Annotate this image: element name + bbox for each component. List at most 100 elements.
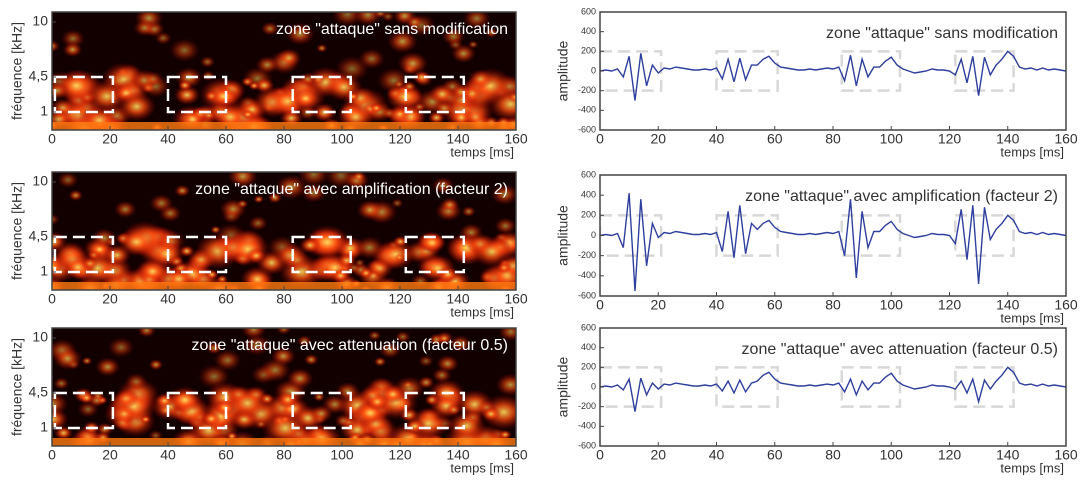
heat-texture	[286, 368, 314, 389]
heat-texture	[248, 215, 268, 231]
heat-texture	[397, 51, 428, 76]
y-tick-label: -400	[578, 270, 596, 280]
zone-box	[291, 235, 352, 274]
x-tick-label: 120	[388, 291, 412, 307]
zone-box	[715, 366, 779, 408]
heat-texture	[461, 206, 476, 218]
heat-texture	[508, 91, 516, 103]
x-axis-label: temps [ms]	[450, 304, 514, 319]
y-axis-label: amplitude	[555, 356, 571, 417]
heat-texture	[313, 392, 325, 402]
heat-texture	[481, 406, 501, 422]
plot-content	[600, 193, 1066, 292]
zone-box	[291, 75, 352, 114]
heat-texture	[354, 236, 385, 260]
plot-content	[52, 328, 516, 446]
zone-box	[840, 366, 902, 408]
y-axis-label: fréquence [kHz]	[9, 338, 25, 436]
heat-texture	[446, 403, 462, 416]
zone-box	[840, 214, 902, 257]
plot-content	[52, 12, 516, 130]
zone-box	[404, 391, 466, 430]
zone-box	[954, 366, 1015, 408]
heat-texture	[246, 247, 267, 264]
zone-box	[715, 50, 779, 92]
y-tick-label: 10	[32, 329, 48, 345]
x-tick-label: 60	[767, 447, 783, 463]
x-tick-label: 0	[596, 447, 604, 463]
heat-texture	[352, 172, 366, 182]
heat-texture	[437, 266, 459, 283]
heat-texture	[276, 48, 302, 68]
panel-title: zone "attaque" sans modification	[276, 21, 508, 38]
heat-texture	[484, 27, 499, 38]
zone-box	[166, 235, 228, 274]
heat-texture	[142, 71, 164, 87]
x-tick-label: 0	[48, 131, 56, 147]
plot-content	[600, 50, 1066, 101]
zone-box	[166, 391, 228, 430]
y-tick-label: -200	[578, 401, 596, 411]
heat-texture	[462, 12, 491, 30]
heat-texture	[449, 335, 472, 352]
heat-texture	[301, 183, 327, 203]
heat-texture	[293, 88, 319, 109]
heat-texture	[177, 79, 193, 91]
heat-texture	[148, 359, 164, 371]
heat-texture	[316, 43, 328, 53]
heat-texture	[149, 193, 174, 213]
heat-texture	[154, 31, 172, 45]
x-tick-label: 100	[880, 297, 904, 313]
zone-box	[53, 391, 115, 430]
panel: 0 20 40 60 80 100 120 140 160 1 4,5 10 temps [ms] fré…	[9, 327, 528, 475]
plot-content	[52, 172, 516, 290]
zone-box	[954, 50, 1015, 92]
heat-texture	[373, 12, 387, 19]
heat-texture	[373, 356, 387, 367]
zone-box	[53, 75, 115, 114]
heat-texture	[309, 404, 333, 423]
panel: 0 20 40 60 80 100 120 140 160 1 4,5 10 temps [ms] fré…	[9, 171, 528, 319]
x-tick-label: 60	[218, 447, 234, 463]
y-tick-label: -400	[578, 421, 596, 431]
heat-texture	[107, 337, 135, 358]
y-tick-label: -600	[578, 290, 596, 300]
x-axis-label: temps [ms]	[1000, 460, 1064, 475]
y-tick-label: 400	[581, 342, 596, 352]
heat-texture	[335, 381, 361, 401]
heat-texture	[297, 172, 330, 187]
heat-texture	[95, 357, 121, 377]
x-tick-label: 80	[825, 131, 841, 147]
heat-texture	[441, 27, 466, 46]
heat-texture	[199, 56, 215, 68]
heat-texture	[77, 401, 99, 418]
plot-content	[600, 366, 1066, 412]
x-tick-label: 140	[996, 131, 1020, 147]
y-tick-label: 1	[40, 419, 48, 435]
y-tick-label: 600	[581, 169, 596, 179]
heat-texture	[219, 198, 247, 220]
plot-area	[600, 175, 1066, 296]
heat-texture	[201, 411, 222, 427]
heat-texture	[418, 232, 446, 254]
heat-texture	[432, 176, 455, 194]
panel-title: zone "attaque" avec amplification (facte…	[745, 188, 1058, 205]
x-tick-label: 40	[160, 447, 176, 463]
y-tick-label: 0	[591, 65, 596, 75]
heat-texture	[447, 411, 486, 441]
x-tick-label: 80	[825, 297, 841, 313]
y-tick-label: -200	[578, 250, 596, 260]
heat-texture	[198, 364, 230, 389]
x-tick-label: 60	[218, 131, 234, 147]
zone-box	[404, 75, 466, 114]
heat-texture	[428, 83, 456, 105]
x-tick-label: 20	[650, 131, 666, 147]
heat-texture	[379, 341, 401, 359]
x-tick-label: 40	[709, 447, 725, 463]
heat-texture	[68, 189, 84, 201]
heat-texture	[248, 81, 260, 91]
y-tick-label: 200	[581, 362, 596, 372]
x-tick-label: 80	[276, 131, 292, 147]
x-tick-label: 160	[1054, 447, 1078, 463]
